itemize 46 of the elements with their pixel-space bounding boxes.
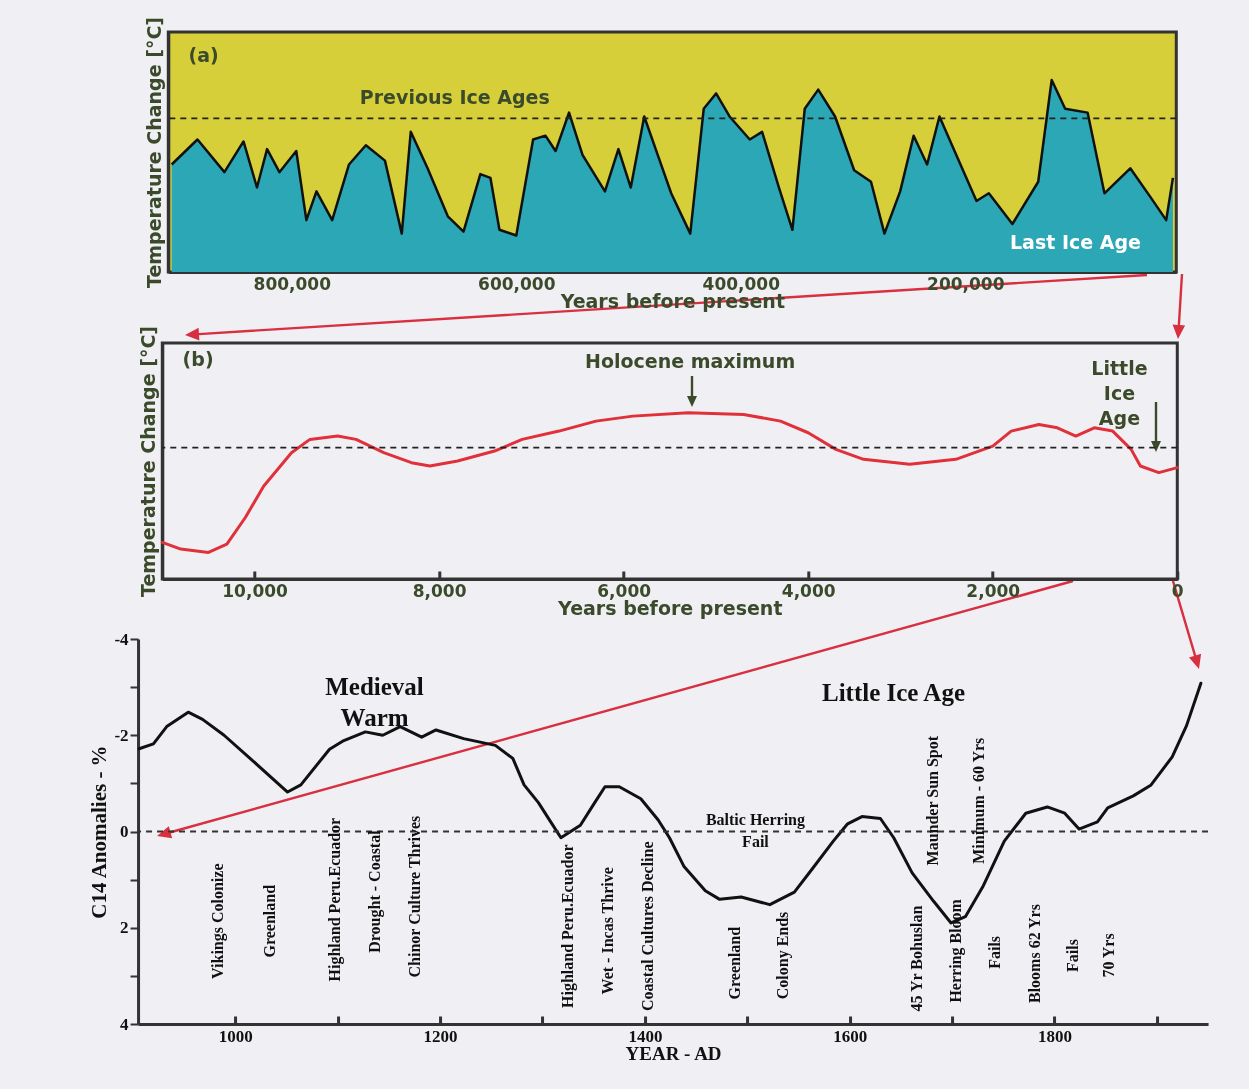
annotation: Highland Peru.Ecuador: [559, 844, 578, 1008]
annotation: Vikings Colonize: [209, 863, 228, 979]
annotation: Greenland: [726, 926, 744, 1000]
y-tick-label: 0: [120, 822, 129, 841]
annotation: Coastal Cultures Decline: [639, 841, 657, 1011]
x-tick-label: 6,000: [597, 580, 652, 601]
y-tick-label: -2: [114, 725, 129, 745]
text: Holocene maximum: [584, 349, 796, 372]
annotation: 45 Yr Bohuslan: [908, 905, 926, 1012]
ref-line-label: Previous Ice Ages: [359, 86, 550, 109]
annotation: Maunder Sun Spot: [924, 735, 943, 866]
y-axis-title: Temperature Change [°C]: [136, 325, 159, 598]
y-axis-title: Temperature Change [°C]: [142, 16, 165, 289]
annotation: Highland Peru.Ecuador: [325, 817, 344, 982]
x-tick-label: 400,000: [702, 273, 781, 294]
y-axis-title: C14 Anomalies - %: [87, 745, 112, 919]
annotation: Baltic Herring Fail: [705, 810, 805, 850]
annotation: Little Ice Age: [821, 678, 965, 706]
text: (b): [182, 347, 214, 370]
annotation: Fails: [986, 935, 1004, 969]
annotation: Minimum - 60 Yrs: [970, 737, 988, 864]
annotation: Medieval Warm: [325, 673, 424, 732]
annotation: Blooms 62 Yrs: [1025, 904, 1043, 1004]
annotation: Greenland: [260, 884, 278, 958]
annotation: Drought - Coastal: [365, 829, 384, 953]
y-tick-label: 2: [120, 918, 129, 938]
x-tick-label: 800,000: [253, 273, 332, 294]
x-tick-label: 4,000: [781, 580, 836, 601]
annotation: Last Ice Age: [1010, 231, 1141, 254]
annotation: 70 Yrs: [1099, 933, 1117, 978]
x-tick-label: 1200: [423, 1026, 458, 1046]
x-tick-label: 1000: [218, 1026, 253, 1046]
y-tick-label: -4: [114, 629, 130, 649]
y-tick-label: 4: [120, 1014, 130, 1034]
annotation: Colony Ends: [774, 911, 793, 1000]
annotation: Little Ice Age: [1091, 356, 1148, 429]
annotation: Fails: [1064, 939, 1082, 972]
annotation: Chinor Culture Thrives: [406, 815, 424, 978]
x-tick-label: 10,000: [222, 580, 289, 601]
x-tick-label: 8,000: [412, 580, 467, 601]
annotation: Wet - Incas Thrive: [598, 867, 616, 995]
x-tick-label: 1800: [1037, 1026, 1072, 1046]
x-tick-label: 2,000: [966, 580, 1021, 601]
x-tick-label: 600,000: [478, 273, 556, 294]
text: (a): [188, 44, 219, 66]
x-tick-label: 1600: [833, 1026, 868, 1046]
